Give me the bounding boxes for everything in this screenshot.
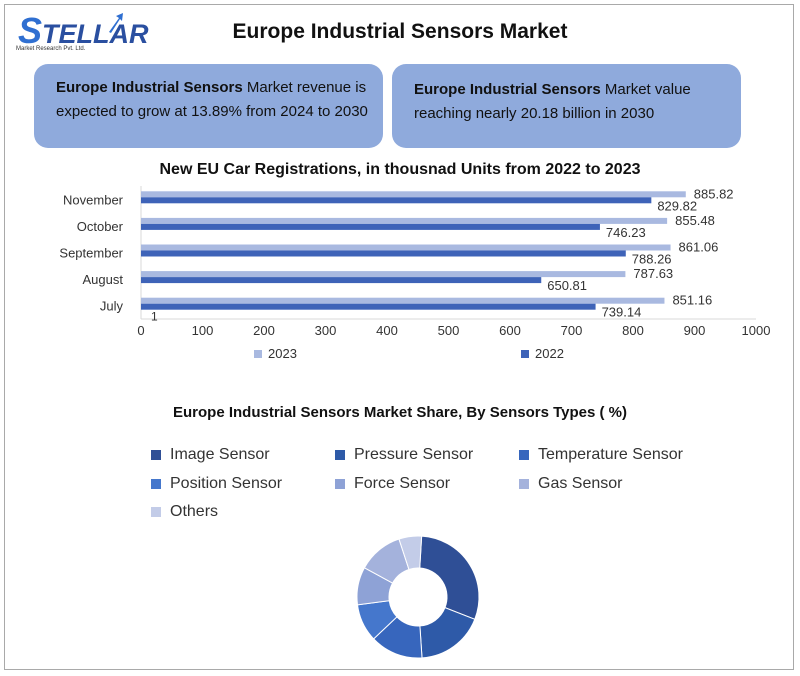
bar-2023 — [141, 297, 665, 304]
legend-swatch — [519, 450, 529, 460]
data-label-2023: 855.48 — [675, 213, 715, 228]
data-label-2023: 787.63 — [633, 266, 673, 281]
legend-gas-sensor: Gas Sensor — [519, 475, 622, 493]
legend-label: 2023 — [268, 346, 297, 361]
legend-swatch — [151, 507, 161, 517]
legend-label: 2022 — [535, 346, 564, 361]
x-tick-label: 100 — [192, 323, 214, 338]
legend-label: Position Sensor — [170, 475, 283, 492]
data-label-2022: 788.26 — [632, 252, 672, 267]
legend-2022: 2022 — [521, 346, 564, 361]
info-box-value: Europe Industrial Sensors Market value r… — [392, 64, 741, 148]
data-label-2023: 885.82 — [694, 186, 734, 201]
donut-slice-image-sensor — [419, 535, 480, 620]
legend-swatch — [151, 450, 161, 460]
legend-swatch-2023 — [254, 349, 262, 358]
legend-swatch — [335, 479, 345, 489]
bar-2023 — [141, 217, 668, 224]
legend-swatch — [151, 479, 161, 489]
legend-temperature-sensor: Temperature Sensor — [519, 446, 683, 464]
bar-chart: 0 100 200 300 400 500 600 700 800 900 1000 November… — [59, 186, 771, 338]
bar-2022 — [141, 277, 542, 284]
data-label-2022: 746.23 — [606, 225, 646, 240]
y-tick-label: October — [77, 219, 124, 234]
legend-swatch — [519, 479, 529, 489]
bar-2023 — [141, 191, 686, 198]
bar-2023 — [141, 271, 626, 278]
legend-label: Image Sensor — [170, 446, 270, 463]
legend-swatch — [335, 450, 345, 460]
legend-label: Others — [170, 503, 219, 520]
data-label-extra: 1 — [151, 310, 158, 324]
bar-2022 — [141, 197, 652, 204]
logo-subtitle: Market Research Pvt. Ltd. — [16, 46, 86, 52]
donut-chart-title: Europe Industrial Sensors Market Share, … — [172, 404, 628, 421]
info-box-bold: Europe Industrial Sensors — [56, 79, 243, 96]
bar-2023 — [141, 244, 671, 251]
data-label-2022: 739.14 — [602, 305, 642, 320]
x-tick-label: 300 — [315, 323, 337, 338]
bar-2022 — [141, 250, 626, 257]
data-label-2023: 851.16 — [672, 293, 712, 308]
info-box-text: Market value reaching nearly 20.18 billi… — [414, 81, 691, 122]
logo: STELLAR Market Research Pvt. Ltd. — [12, 6, 149, 58]
x-tick-label: 200 — [253, 323, 275, 338]
legend-position-sensor: Position Sensor — [151, 475, 282, 493]
legend-label: Pressure Sensor — [354, 446, 474, 463]
x-tick-label: 1000 — [742, 323, 771, 338]
legend-label: Force Sensor — [354, 475, 451, 492]
x-tick-label: 500 — [438, 323, 460, 338]
bar-2022 — [141, 223, 600, 230]
x-tick-label: 800 — [622, 323, 644, 338]
donut-chart — [356, 535, 480, 659]
bar-2022 — [141, 303, 596, 310]
y-tick-label: September — [59, 246, 123, 261]
frame — [4, 4, 794, 670]
legend-2023: 2023 — [254, 346, 297, 361]
info-box-text: Market revenue is expected to grow at 13… — [56, 79, 368, 120]
donut-slice-others — [398, 535, 423, 571]
info-box-bold: Europe Industrial Sensors — [414, 81, 601, 98]
legend-image-sensor: Image Sensor — [151, 446, 270, 464]
data-label-2023: 861.06 — [679, 240, 719, 255]
y-tick-label: August — [83, 272, 124, 287]
bar-chart-title: New EU Car Registrations, in thousnad Un… — [159, 161, 641, 178]
x-tick-label: 400 — [376, 323, 398, 338]
legend-force-sensor: Force Sensor — [335, 475, 450, 493]
legend-label: Gas Sensor — [538, 475, 623, 492]
x-tick-label: 600 — [499, 323, 521, 338]
data-label-2022: 650.81 — [547, 278, 587, 293]
legend-label: Temperature Sensor — [538, 446, 683, 463]
page-title: Europe Industrial Sensors Market — [232, 20, 568, 43]
data-label-2022: 829.82 — [657, 198, 697, 213]
legend-others: Others — [151, 503, 218, 521]
legend-swatch-2022 — [521, 349, 529, 358]
info-box-growth: Europe Industrial Sensors Market revenue… — [34, 64, 383, 148]
x-tick-label: 0 — [137, 323, 144, 338]
arrow-icon — [109, 13, 123, 33]
logo-text: STELLAR — [18, 10, 149, 51]
x-tick-label: 700 — [561, 323, 583, 338]
legend-pressure-sensor: Pressure Sensor — [335, 446, 473, 464]
y-tick-label: July — [100, 299, 124, 314]
x-tick-label: 900 — [684, 323, 706, 338]
y-tick-label: November — [63, 192, 124, 207]
